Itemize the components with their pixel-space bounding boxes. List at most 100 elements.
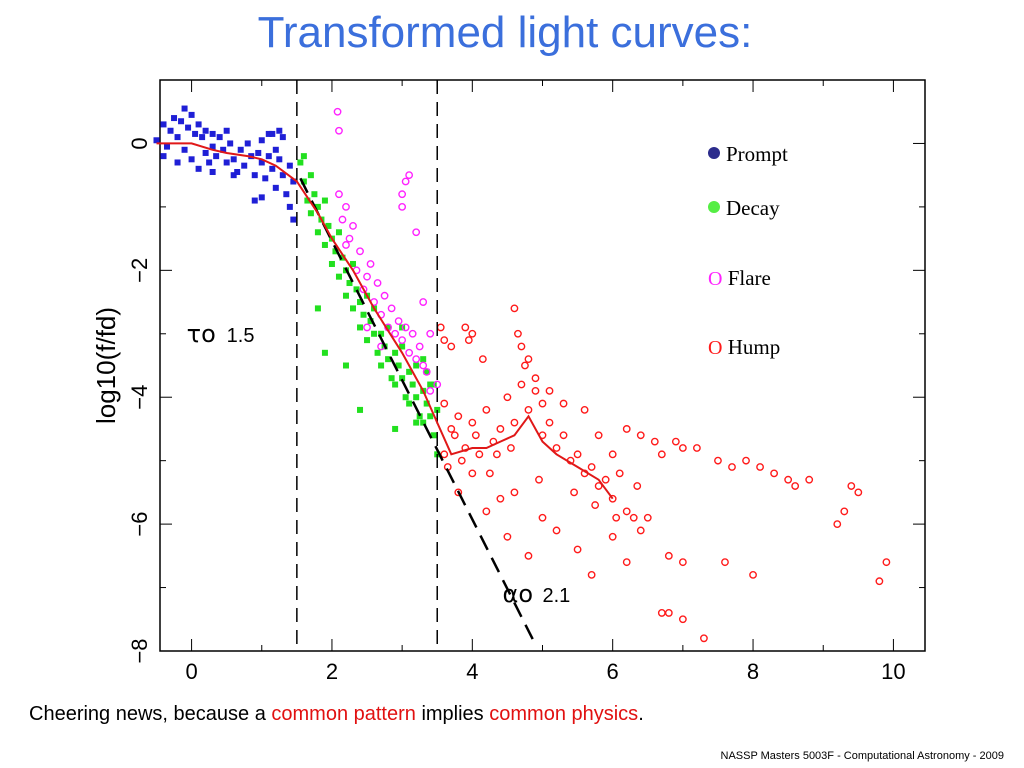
decay-point [392,381,399,388]
decay-point [434,406,441,413]
hump-point [524,551,533,560]
decay-point [423,400,430,407]
decay-point [378,362,385,369]
hump-point [591,501,600,509]
hump-point [657,450,666,459]
x-tick-label: 4 [466,659,478,684]
legend-decay: Decay [708,196,780,221]
hump-point [440,336,449,345]
hump-point [784,475,793,484]
hump-point [573,545,582,554]
decay-point [342,292,349,299]
flare-point [356,247,364,256]
hump-point [570,488,578,497]
x-tick-label: 8 [747,659,759,684]
y-tick-label: −8 [127,638,152,663]
decay-point [335,273,342,280]
prompt-point [290,178,297,185]
hump-point [608,494,617,503]
hump-point [454,488,463,497]
hump-point [587,463,596,471]
hump-point [531,386,540,395]
hump-point [742,456,750,465]
prompt-point [223,127,230,134]
decay-point [374,349,381,356]
flare-point [333,107,342,116]
decay-point [392,349,399,356]
prompt-point [174,159,181,166]
prompt-point [164,143,171,150]
hump-point [478,355,487,364]
decay-point [367,318,374,325]
hump-point [875,577,884,586]
decay-point [420,419,427,426]
prompt-point [227,140,234,147]
flare-point [419,361,428,370]
hump-point [538,399,547,408]
hump-point [791,482,800,490]
flare-point [422,367,431,376]
hump-point [854,488,863,497]
hump-point [503,393,512,402]
decay-point [314,305,321,312]
flare-point [401,323,410,332]
decay-point [402,394,409,401]
hump-point [700,634,708,643]
prompt-point [272,146,279,153]
hump-point [503,532,512,541]
hump-point [510,304,519,313]
decay-point [307,210,314,217]
hump-point [440,450,449,459]
decay-point [346,280,353,287]
legend-hump-marker: O [708,337,723,359]
hump-point [454,412,463,421]
hump-point [507,444,515,452]
hump-point [461,444,470,452]
prompt-point [251,197,258,204]
flare-point [387,304,396,313]
hump-point [492,450,501,459]
legend-hump: O Hump [708,335,780,360]
hump-point [475,450,484,459]
power-law-line [299,177,537,646]
slide-title: Transformed light curves: [257,8,753,57]
hump-point [496,494,505,503]
prompt-point [276,156,283,163]
prompt-point [167,127,174,134]
prompt-point [202,149,209,156]
decay-point [314,229,321,236]
flare-point [398,336,407,345]
flare-point [398,202,407,211]
hump-point [447,342,456,351]
prompt-point [272,184,279,191]
decay-point [332,248,339,255]
hump-point [468,469,477,478]
caption-part-3: implies [415,703,490,725]
prompt-point [269,130,276,137]
decay-point [427,381,434,388]
hump-point [436,323,445,332]
hump-point [594,482,603,490]
decay-point [430,432,437,439]
hump-point [721,558,729,567]
hump-point [521,361,529,370]
hump-point [468,418,477,427]
decay-point [427,413,434,420]
hump-point [805,475,814,484]
hump-point [514,329,522,338]
annotation-value: 1.5 [227,325,255,347]
hump-point [450,431,459,440]
prompt-point [188,111,195,118]
decay-point [350,305,357,312]
prompt-point [279,172,286,179]
y-tick-label: −2 [127,258,152,283]
legend-prompt-label: Prompt [726,142,788,166]
hump-point [608,532,617,541]
caption-part-5: . [638,703,644,725]
hump-point [678,615,687,624]
flare-point [426,329,435,338]
hump-point [650,437,659,446]
caption-highlight-physics: common physics [489,703,639,725]
legend-prompt: Prompt [708,142,788,167]
legend-flare-label: Flare [727,266,771,290]
